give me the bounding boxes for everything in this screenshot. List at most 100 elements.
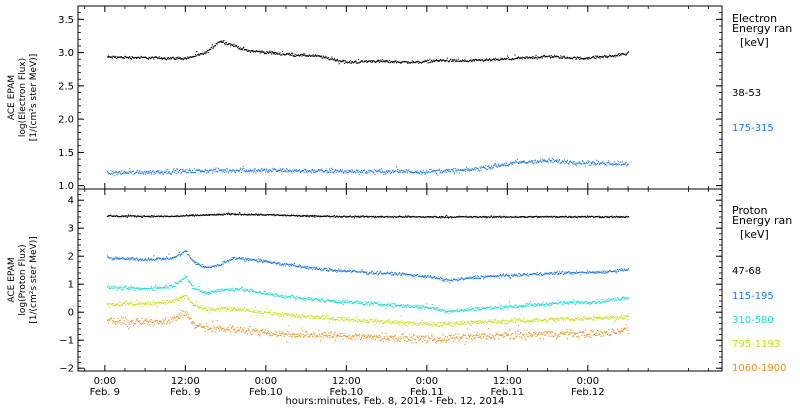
data-point <box>499 215 501 217</box>
data-point <box>489 59 491 61</box>
data-point <box>315 215 317 217</box>
data-point <box>559 301 561 304</box>
data-point <box>279 262 281 264</box>
data-point <box>289 297 291 299</box>
data-point <box>551 215 553 217</box>
data-point <box>160 58 162 60</box>
data-point <box>260 50 262 53</box>
data-point <box>335 59 337 61</box>
data-point <box>297 54 299 56</box>
data-point <box>146 288 148 290</box>
data-point <box>338 301 340 303</box>
data-point <box>113 215 115 217</box>
data-point <box>303 297 305 299</box>
data-point <box>492 167 494 169</box>
data-point <box>515 216 517 218</box>
data-point <box>142 259 144 261</box>
data-point <box>521 162 523 164</box>
data-point <box>516 275 518 277</box>
data-point <box>407 304 409 306</box>
data-point <box>534 272 536 274</box>
data-point <box>508 58 511 61</box>
data-point <box>255 315 258 317</box>
data-point <box>116 302 118 304</box>
data-point <box>158 287 160 289</box>
data-point <box>286 53 288 55</box>
data-point <box>155 259 157 261</box>
data-point <box>114 172 116 174</box>
data-point <box>147 215 150 217</box>
data-point <box>450 279 453 281</box>
data-point <box>502 308 505 310</box>
data-point <box>531 304 533 306</box>
data-point <box>524 162 526 164</box>
data-point <box>399 215 401 217</box>
data-point <box>303 299 305 301</box>
data-point <box>619 161 621 163</box>
data-point <box>574 301 576 303</box>
data-point <box>624 269 626 271</box>
data-point <box>235 289 237 291</box>
data-point <box>554 56 556 58</box>
data-point <box>180 173 182 175</box>
data-point <box>204 52 206 54</box>
data-point <box>158 257 160 259</box>
data-point <box>152 216 154 218</box>
data-point <box>108 256 110 258</box>
data-point <box>357 62 359 64</box>
data-point <box>153 56 156 58</box>
data-point <box>601 272 603 274</box>
data-point <box>590 58 592 60</box>
data-point <box>111 215 113 217</box>
data-point <box>339 216 341 218</box>
data-point <box>380 271 382 273</box>
data-point <box>412 62 414 64</box>
data-point <box>603 56 605 58</box>
data-point <box>437 60 439 62</box>
data-point <box>369 215 371 218</box>
data-point <box>342 215 344 218</box>
data-point <box>107 171 109 173</box>
data-point <box>138 170 140 172</box>
data-point <box>126 258 128 260</box>
data-point <box>114 172 116 174</box>
data-point <box>354 215 357 217</box>
data-point <box>556 216 558 218</box>
data-point <box>335 169 337 171</box>
data-point <box>265 312 267 314</box>
data-point <box>213 46 215 48</box>
data-point <box>298 169 300 171</box>
data-point <box>216 171 218 173</box>
data-point <box>127 259 129 261</box>
data-point <box>411 275 413 277</box>
data-point <box>621 299 623 301</box>
data-point <box>230 310 232 312</box>
data-point <box>457 60 459 62</box>
data-point <box>425 275 427 277</box>
data-point <box>521 161 523 163</box>
data-point <box>496 165 498 167</box>
data-point <box>319 215 322 217</box>
data-point <box>616 272 618 274</box>
data-point <box>283 171 285 173</box>
data-point <box>430 61 432 63</box>
data-point <box>576 301 578 303</box>
data-point <box>443 59 445 61</box>
data-point <box>345 300 347 302</box>
data-point <box>174 215 176 217</box>
data-point <box>447 170 450 172</box>
data-point <box>551 272 553 274</box>
data-point <box>179 215 181 217</box>
data-point <box>619 299 621 301</box>
data-point <box>339 302 341 304</box>
data-point <box>458 60 460 62</box>
data-point <box>505 162 508 164</box>
data-point <box>124 304 127 306</box>
data-point <box>273 261 275 264</box>
data-point <box>322 269 324 271</box>
data-point <box>437 217 439 219</box>
data-point <box>586 162 588 164</box>
data-point <box>604 163 607 165</box>
data-point <box>437 309 439 312</box>
data-point <box>473 60 476 62</box>
